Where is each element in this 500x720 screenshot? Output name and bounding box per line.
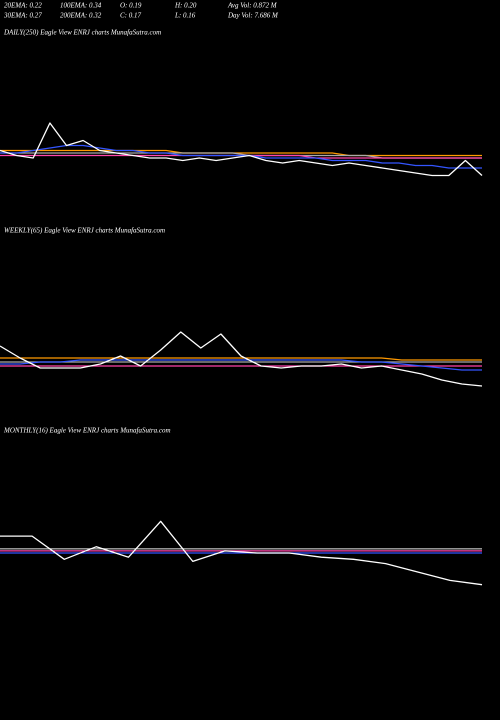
price-line bbox=[0, 144, 482, 169]
price-line bbox=[0, 359, 482, 371]
price-line bbox=[0, 149, 482, 157]
price-line bbox=[0, 520, 483, 586]
header-stat: O: 0.19 bbox=[120, 2, 142, 10]
panel-title: DAILY(250) Eagle View ENRJ charts Munafa… bbox=[3, 29, 161, 37]
header-stat: Avg Vol: 0.872 M bbox=[227, 2, 278, 10]
price-line bbox=[0, 331, 483, 387]
header-stat: 30EMA: 0.27 bbox=[3, 12, 42, 20]
panel-title: MONTHLY(16) Eagle View ENRJ charts Munaf… bbox=[3, 427, 171, 435]
header-stat: C: 0.17 bbox=[120, 12, 142, 20]
panel-title: WEEKLY(65) Eagle View ENRJ charts Munafa… bbox=[4, 227, 165, 235]
header-stat: 100EMA: 0.34 bbox=[60, 2, 102, 10]
price-line bbox=[0, 122, 483, 177]
header-stat: Day Vol: 7.686 M bbox=[227, 12, 279, 20]
price-line bbox=[0, 357, 482, 361]
header-stat: 20EMA: 0.22 bbox=[4, 2, 42, 10]
header-stat: H: 0.20 bbox=[174, 2, 197, 10]
header-stat: L: 0.16 bbox=[174, 12, 196, 20]
header-stat: 200EMA: 0.32 bbox=[60, 12, 102, 20]
